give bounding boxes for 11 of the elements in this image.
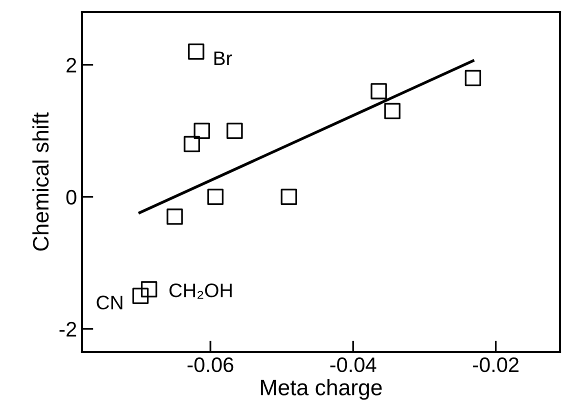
annotation: Br bbox=[214, 52, 232, 65]
annotation: CH₂OH bbox=[169, 284, 232, 299]
x-axis-title: Meta charge bbox=[261, 379, 382, 400]
y-tick-label: 2 bbox=[66, 58, 76, 72]
x-tick-label: -0.04 bbox=[330, 357, 376, 372]
y-tick-label: -2 bbox=[60, 322, 76, 336]
x-tick-label: -0.02 bbox=[472, 357, 518, 372]
x-tick-label: -0.06 bbox=[188, 357, 234, 372]
y-axis-title: Chemical shift bbox=[32, 112, 49, 251]
annotation: CN bbox=[96, 296, 122, 310]
y-tick-label: 0 bbox=[66, 190, 76, 205]
